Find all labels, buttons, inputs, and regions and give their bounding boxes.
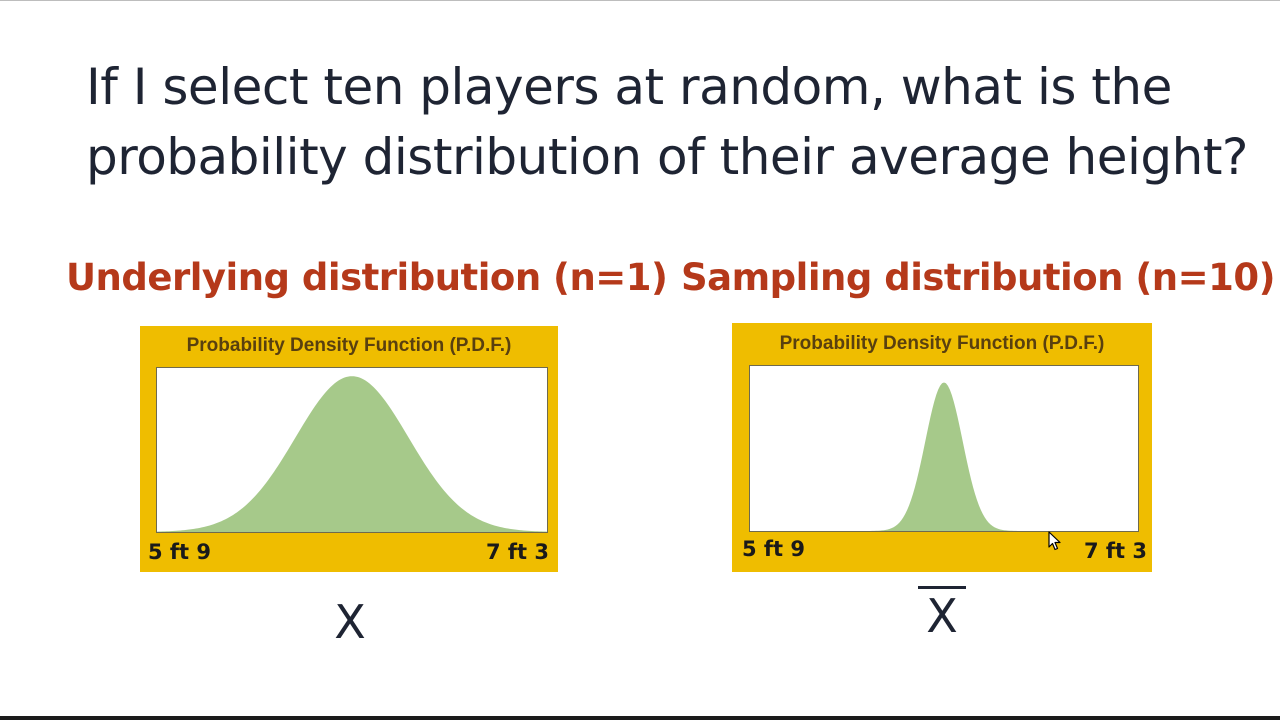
mouse-cursor-icon: [1048, 531, 1061, 551]
pdf-curve-area: [157, 376, 547, 532]
sampling-plot-area: [749, 365, 1139, 532]
x-tick-min: 5 ft 9: [742, 537, 806, 561]
question-line-2: probability distribution of their averag…: [86, 128, 1248, 186]
underlying-pdf-chart: [157, 376, 547, 532]
overline-bar: [918, 586, 966, 589]
random-variable-x-bar: X: [910, 586, 974, 644]
bottom-border: [0, 716, 1280, 720]
x-tick-max: 7 ft 3: [1083, 539, 1147, 563]
underlying-pdf-panel: Probability Density Function (P.D.F.) 5 …: [140, 326, 558, 572]
pdf-curve-area: [750, 382, 1138, 531]
x-tick-max: 7 ft 3: [485, 540, 549, 564]
pdf-title: Probability Density Function (P.D.F.): [186, 335, 512, 356]
question-line-1: If I select ten players at random, what …: [86, 58, 1172, 116]
pdf-title: Probability Density Function (P.D.F.): [779, 333, 1105, 354]
sampling-pdf-panel: Probability Density Function (P.D.F.) 5 …: [732, 323, 1152, 572]
top-border: [0, 0, 1280, 1]
underlying-distribution-heading: Underlying distribution (n=1): [66, 256, 668, 299]
sampling-distribution-heading: Sampling distribution (n=10): [681, 256, 1276, 299]
slide-question: If I select ten players at random, what …: [86, 52, 1248, 192]
sampling-pdf-chart: [750, 382, 1138, 531]
underlying-plot-area: [156, 367, 548, 533]
random-variable-x: X: [320, 594, 380, 650]
x-tick-min: 5 ft 9: [148, 540, 212, 564]
x-bar-label: X: [926, 589, 958, 643]
x-label: X: [334, 595, 366, 649]
